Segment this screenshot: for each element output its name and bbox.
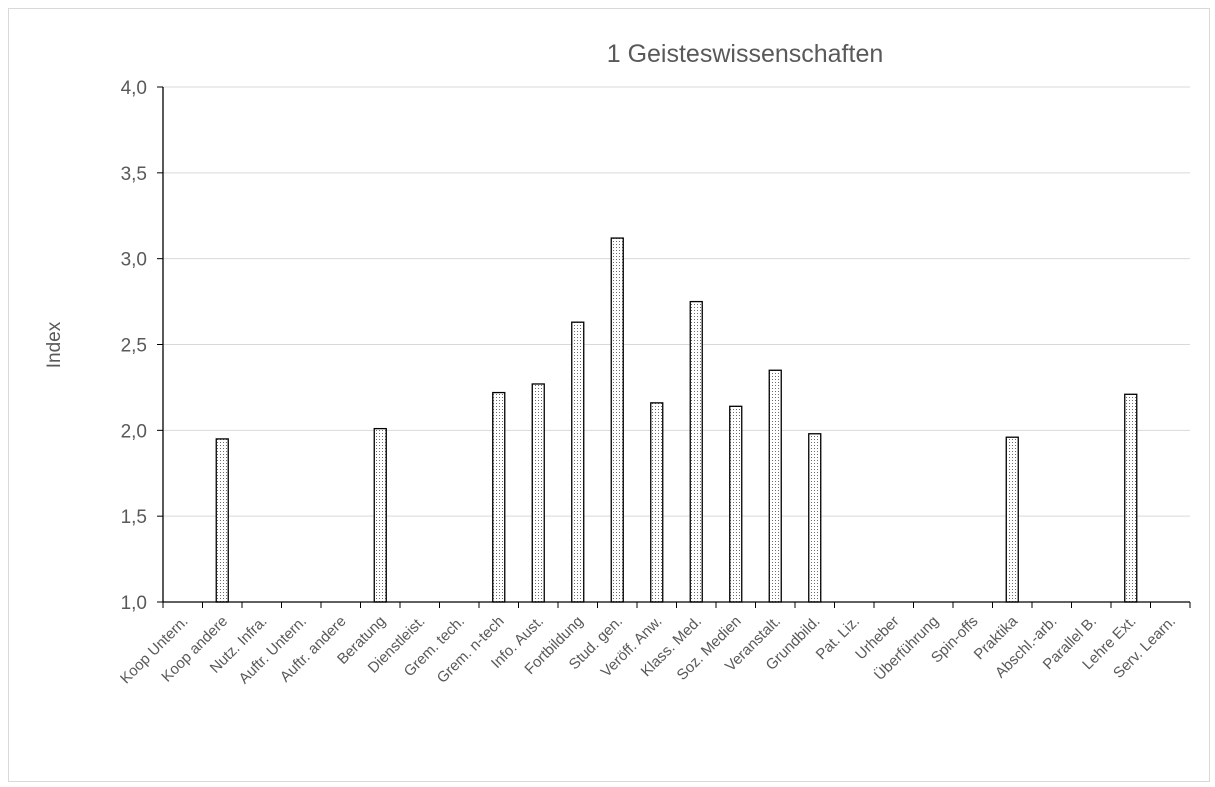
chart-title: 1 Geisteswissenschaften <box>607 40 884 68</box>
chart-frame <box>8 8 1210 782</box>
bar <box>373 427 387 603</box>
y-axis-label: Index <box>44 321 65 368</box>
y-tick-label: 4,0 <box>121 78 147 99</box>
bar <box>689 300 703 603</box>
bar <box>1124 393 1138 603</box>
axes <box>157 86 1191 608</box>
x-tick-label: Koop Untern. <box>117 613 192 688</box>
gridlines <box>163 86 1190 517</box>
y-tick-label: 3,0 <box>121 250 147 271</box>
y-tick-label: 2,0 <box>121 421 147 442</box>
bars <box>215 237 1138 603</box>
bar <box>571 321 585 603</box>
bar <box>492 391 506 603</box>
y-tick-label: 3,5 <box>121 164 147 185</box>
bar <box>808 433 822 603</box>
bar <box>531 383 545 603</box>
bar <box>650 402 664 603</box>
bar <box>610 237 624 603</box>
y-tick-label: 2,5 <box>121 336 147 357</box>
y-tick-label: 1,0 <box>121 593 147 614</box>
y-tick-label: 1,5 <box>121 507 147 528</box>
bar <box>768 369 782 603</box>
bar <box>215 438 229 603</box>
bar <box>1005 436 1019 603</box>
y-tick-labels: 1,0 1,5 2,0 2,5 3,0 3,5 4,0 <box>121 78 147 614</box>
bar <box>729 405 743 603</box>
